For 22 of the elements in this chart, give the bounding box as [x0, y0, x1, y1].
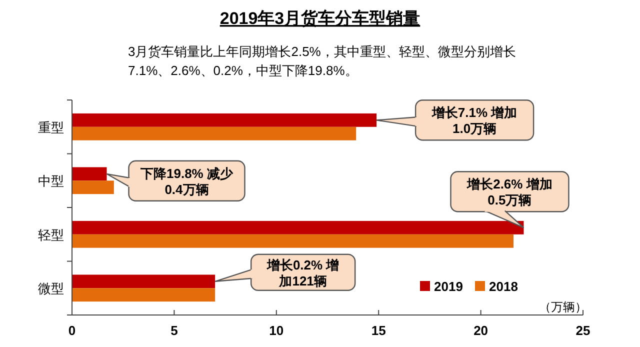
bar: [72, 234, 514, 248]
annotation: 增长0.2% 增加121辆: [266, 257, 340, 288]
x-tick-label: 10: [269, 323, 284, 338]
legend-label: 2019: [434, 279, 463, 294]
y-tick-label: 微型: [38, 281, 64, 296]
annotation: 下降19.8% 减少0.4万辆: [140, 166, 234, 197]
y-tick-label: 重型: [38, 120, 64, 135]
x-tick-label: 0: [68, 323, 76, 338]
annotation: 增长2.6% 增加0.5万辆: [466, 176, 552, 208]
x-tick-label: 5: [170, 323, 178, 338]
chart-title: 2019年3月货车分车型销量: [220, 9, 420, 28]
x-tick-label: 25: [576, 323, 590, 338]
bar: [72, 288, 216, 302]
x-tick-label: 20: [474, 323, 488, 338]
chart-subtitle: 3月货车销量比上年同期增长2.5%，其中重型、轻型、微型分别增长 7.1%、2.6%、0.2%，中型下降19.8%。: [128, 44, 516, 78]
bar: [72, 126, 356, 140]
legend-label: 2018: [489, 279, 518, 294]
y-tick-label: 轻型: [38, 227, 64, 242]
y-tick-label: 中型: [38, 174, 64, 189]
annotation: 增长7.1% 增加1.0万辆: [430, 105, 518, 136]
x-tick-label: 15: [371, 323, 386, 338]
x-axis-title: （万辆）: [539, 300, 587, 314]
